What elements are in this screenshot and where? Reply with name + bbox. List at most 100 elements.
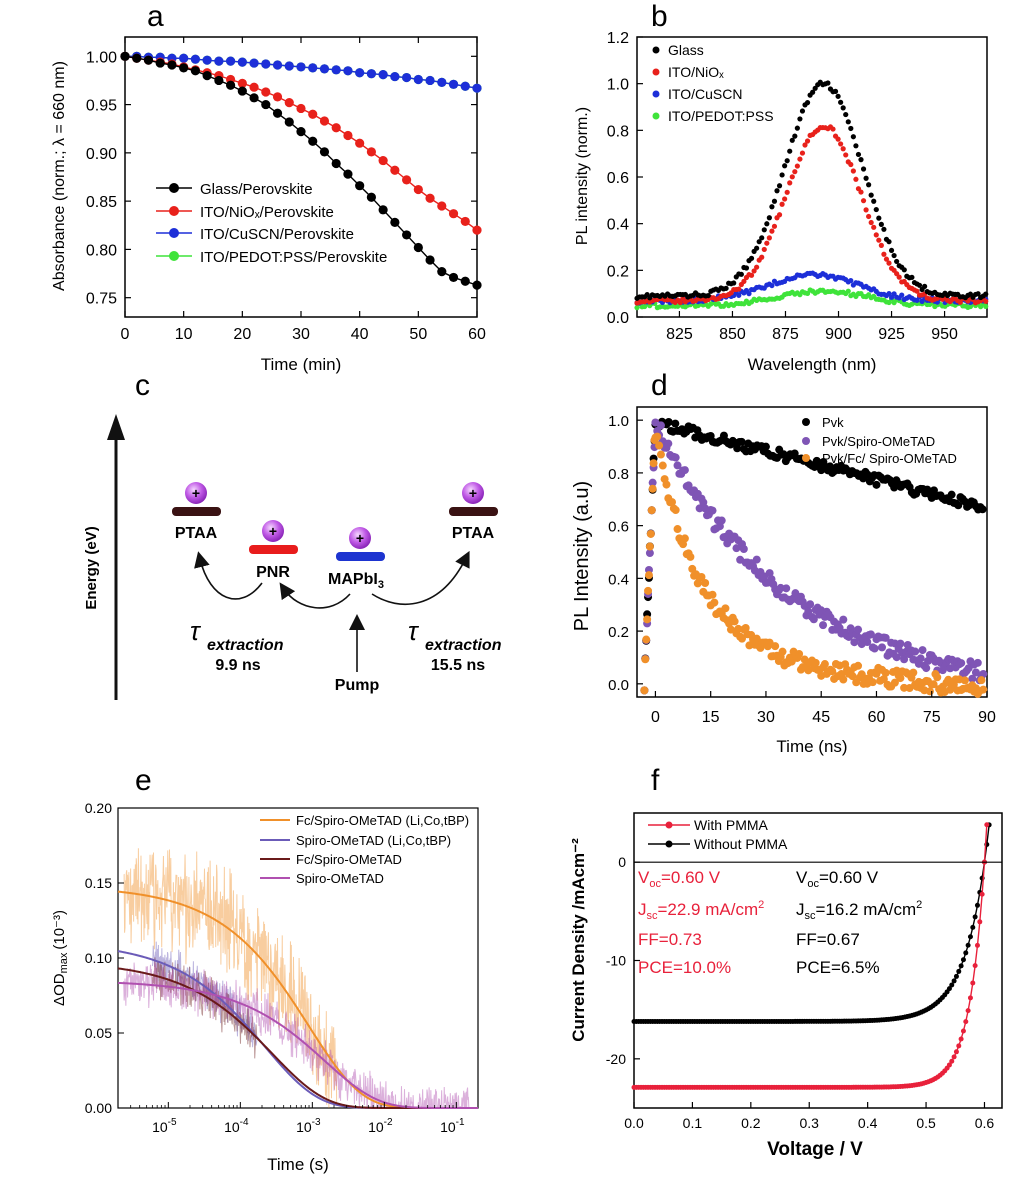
- y-tick-label-e: 0.00: [85, 1100, 112, 1116]
- data-point-f: [965, 1008, 971, 1014]
- data-point-d: [641, 655, 650, 664]
- energy-arrow-head-icon: [107, 414, 125, 440]
- data-point-b: [748, 272, 755, 278]
- x-tick-label-a: 10: [175, 326, 193, 343]
- data-point-d: [717, 516, 726, 525]
- data-point-d: [916, 654, 925, 663]
- x-tick-label-d: 0: [651, 709, 660, 726]
- data-point-d: [804, 607, 813, 616]
- axis-ticks-e: 10-5 10-4 10-3 10-2 10-1 0.00 0.05 0.10 0.15 0.20: [85, 800, 465, 1135]
- data-point-b: [771, 198, 778, 204]
- data-point-d: [752, 555, 761, 564]
- data-point-d: [738, 634, 746, 643]
- data-point-d: [721, 604, 730, 613]
- legend-marker-f-without: [665, 840, 673, 848]
- data-point-b: [764, 221, 770, 227]
- y-axis-label-d: PL Intensity (a.u): [571, 481, 593, 631]
- data-point-f: [974, 902, 980, 908]
- y-axis-label-e: ΔODmax(10⁻³): [51, 910, 70, 1006]
- data-point-a: [355, 138, 365, 148]
- x-tick-label-b: 825: [666, 326, 693, 343]
- data-series-f: [631, 822, 992, 1090]
- data-point-b: [871, 198, 877, 204]
- hole-icon: [262, 520, 284, 542]
- x-tick-label-a: 30: [292, 326, 310, 343]
- data-point-b: [779, 172, 785, 178]
- data-point-a: [296, 103, 306, 114]
- data-point-a: [249, 58, 259, 68]
- data-point-b: [843, 111, 849, 118]
- data-point-b: [850, 134, 856, 140]
- y-tick-label-d: 1.0: [608, 413, 629, 430]
- data-point-f: [965, 942, 971, 948]
- data-point-a: [331, 158, 341, 169]
- data-point-b: [983, 303, 989, 309]
- data-point-a: [390, 217, 400, 227]
- data-point-a: [402, 175, 412, 185]
- legend-label-a-nio: ITO/NiOₓ/Perovskite: [200, 204, 334, 221]
- ptaa-left-label: PTAA: [175, 525, 218, 542]
- y-tick-label-a: 0.90: [86, 146, 117, 163]
- data-point-a: [319, 116, 330, 126]
- y-tick-label-a: 0.95: [86, 98, 117, 115]
- x-axis-label-d: Time (ns): [776, 737, 847, 756]
- data-point-d: [699, 498, 708, 507]
- data-point-d: [730, 617, 739, 626]
- data-point-d: [655, 441, 664, 450]
- data-point-b: [789, 174, 795, 180]
- data-point-a: [308, 63, 318, 73]
- data-point-b: [782, 196, 788, 202]
- data-point-d: [929, 680, 938, 689]
- data-point-d: [881, 668, 890, 677]
- data-point-b: [794, 163, 800, 169]
- data-point-f: [970, 980, 976, 986]
- data-point-a: [460, 276, 470, 286]
- data-point-a: [366, 192, 376, 202]
- data-point-a: [261, 99, 271, 110]
- data-point-b: [868, 219, 874, 226]
- data-point-d: [979, 669, 988, 678]
- data-point-a: [272, 108, 283, 118]
- data-series-d: [640, 417, 988, 698]
- data-point-b: [873, 206, 879, 213]
- data-point-b: [886, 260, 892, 266]
- transfer-arrow-pnr-to-ptaa: [194, 551, 263, 600]
- data-point-d: [673, 525, 682, 534]
- data-point-b: [804, 138, 811, 144]
- data-point-a: [413, 74, 423, 85]
- y-tick-label-b: 0.0: [607, 310, 629, 327]
- x-tick-label-f: 0.0: [624, 1115, 644, 1131]
- data-point-b: [736, 292, 742, 298]
- data-point-a: [249, 82, 259, 92]
- data-point-a: [343, 130, 353, 141]
- x-tick-label-b: 900: [825, 326, 852, 343]
- data-point-b: [957, 299, 963, 305]
- data-point-a: [308, 136, 318, 146]
- data-point-b: [899, 292, 905, 298]
- data-point-a: [143, 55, 154, 65]
- data-point-b: [723, 285, 729, 291]
- data-point-b: [746, 291, 752, 297]
- legend-label-a-glass: Glass/Perovskite: [200, 181, 313, 198]
- data-point-b: [983, 291, 989, 297]
- level-ptaa-left: + PTAA: [172, 482, 221, 542]
- data-point-d: [870, 644, 879, 653]
- data-point-a: [437, 201, 447, 211]
- data-point-d: [643, 615, 652, 624]
- data-point-d: [664, 418, 673, 427]
- data-point-b: [919, 298, 925, 304]
- data-point-b: [766, 215, 772, 221]
- legend-d: Pvk Pvk/Spiro-OMeTAD Pvk/Fc/ Spiro-OMeTA…: [802, 415, 957, 466]
- data-point-a: [261, 59, 271, 69]
- data-point-d: [848, 672, 857, 681]
- x-axis-label-a: Time (min): [261, 355, 342, 374]
- data-point-d: [828, 667, 837, 676]
- x-tick-label-e: 10-5: [152, 1117, 177, 1135]
- x-tick-label-b: 875: [772, 326, 799, 343]
- legend-label-a-cuscn: ITO/CuSCN/Perovskite: [200, 226, 354, 243]
- data-point-d: [878, 643, 886, 652]
- data-point-b: [845, 288, 851, 294]
- data-point-b: [748, 255, 755, 261]
- x-tick-label-f: 0.3: [800, 1115, 820, 1131]
